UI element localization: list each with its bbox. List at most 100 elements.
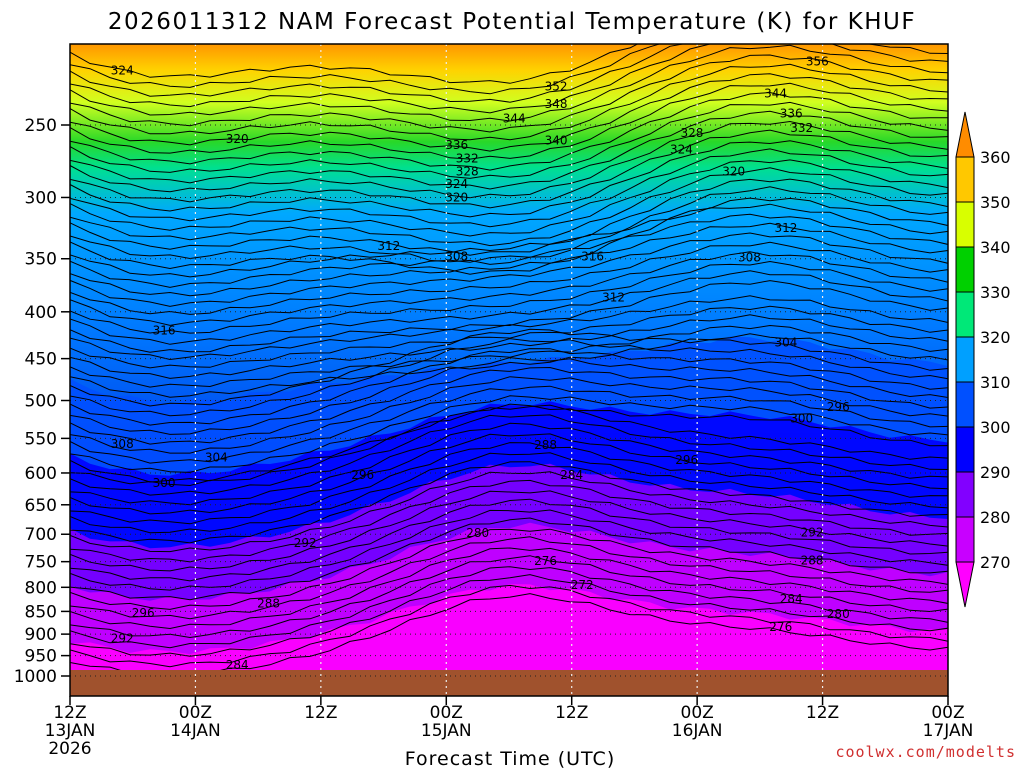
colorbar-tick-label: 310 (980, 373, 1011, 392)
contour-label-text: 296 (827, 400, 850, 414)
contour-line (70, 404, 948, 483)
contour-label: 308 (738, 251, 761, 265)
contour-label-text: 280 (466, 526, 489, 540)
contour-line (70, 528, 948, 610)
contour-line (70, 44, 662, 95)
contour-line (70, 44, 948, 103)
colorbar-tick-label: 340 (980, 238, 1011, 257)
y-tick-label: 300 (25, 188, 57, 208)
contour-label-text: 340 (545, 134, 568, 148)
contour-label: 340 (545, 134, 568, 148)
contour-label: 328 (680, 126, 703, 140)
contour-label-text: 296 (675, 453, 698, 467)
contour-label-text: 332 (456, 152, 479, 166)
contour-line (70, 178, 948, 256)
grid-lines (70, 44, 948, 696)
contour-label: 276 (769, 620, 792, 634)
contour-label-text: 344 (764, 87, 787, 101)
x-axis-label: Forecast Time (UTC) (405, 748, 615, 768)
colorbar-segment (955, 156, 975, 203)
y-tick-label: 1000 (14, 667, 57, 687)
contour-label: 324 (445, 177, 468, 191)
contour-line (70, 295, 948, 361)
colorbar-tick-label: 270 (980, 553, 1011, 572)
contour-label: 296 (827, 400, 850, 414)
contour-label: 296 (351, 468, 374, 482)
x-tick-label: 14JAN (170, 721, 221, 741)
contour-label: 296 (132, 606, 155, 620)
y-tick-label: 450 (25, 350, 57, 370)
contour-label: 312 (377, 239, 400, 253)
contour-label: 308 (445, 249, 468, 263)
contour-line (70, 395, 948, 473)
x-tick-label: 12Z (53, 703, 86, 723)
contour-label: 288 (534, 438, 557, 452)
contour-line (70, 348, 948, 426)
colorbar-segment (955, 336, 975, 383)
contour-line (70, 44, 948, 114)
contour-line (70, 260, 948, 334)
contour-label-text: 320 (226, 132, 249, 146)
contour-label-text: 312 (775, 221, 798, 235)
contour-line (70, 222, 948, 297)
contour-label-text: 324 (445, 177, 468, 191)
contour-label-text: 276 (769, 620, 792, 634)
y-tick-label: 550 (25, 429, 57, 449)
x-tick-label: 00Z (179, 703, 212, 723)
contour-line (70, 186, 948, 265)
contour-label-text: 288 (801, 554, 824, 568)
contour-line (70, 159, 948, 237)
contour-label-text: 316 (153, 323, 176, 337)
y-tick-label: 950 (25, 647, 57, 667)
contour-line (70, 498, 948, 582)
contour-label-text: 328 (680, 126, 703, 140)
contour-label-text: 292 (294, 536, 317, 550)
y-tick-label: 650 (25, 496, 57, 516)
contour-label-text: 320 (445, 190, 468, 204)
y-tick-label: 350 (25, 250, 57, 270)
field-band (70, 584, 948, 696)
colorbar-segment (955, 201, 975, 248)
contour-label-text: 304 (205, 450, 228, 464)
contour-label-text: 272 (571, 578, 594, 592)
x-tick-label: 13JAN (45, 721, 96, 741)
contour-label: 332 (456, 152, 479, 166)
contour-label: 344 (764, 87, 787, 101)
contour-line (70, 314, 948, 379)
contour-line (70, 73, 948, 152)
contour-label: 332 (790, 121, 813, 135)
contour-label: 356 (806, 54, 829, 68)
contour-label-text: 312 (377, 239, 400, 253)
contour-label-text: 276 (534, 554, 557, 568)
contour-label: 312 (602, 291, 625, 305)
contour-line (70, 110, 948, 190)
contour-line (70, 333, 948, 398)
contour-label: 284 (780, 592, 803, 606)
contour-line (70, 490, 948, 572)
contour-line (70, 338, 948, 417)
contour-line (70, 414, 948, 496)
colorbar-segment (955, 381, 975, 428)
contour-line (70, 203, 948, 278)
contour-label-text: 280 (827, 607, 850, 621)
plot-frame (69, 43, 949, 697)
x-tick-label: 12Z (555, 703, 588, 723)
contour-line (70, 280, 948, 353)
contour-label: 316 (153, 323, 176, 337)
contour-line (70, 357, 948, 435)
y-tick-label: 500 (25, 392, 57, 412)
contour-label: 288 (801, 554, 824, 568)
colorbar-segment (955, 246, 975, 293)
contour-line (70, 82, 948, 160)
contour-labels: 3563523483443443403363323283243203363323… (111, 54, 850, 672)
contour-line (70, 148, 948, 228)
contour-line (70, 433, 948, 515)
contour-label-text: 296 (132, 606, 155, 620)
y-tick-label: 750 (25, 553, 57, 573)
contour-line (70, 376, 948, 454)
y-tick-label: 800 (25, 578, 57, 598)
contour-label: 336 (445, 138, 468, 152)
x-tick-label: 17JAN (923, 721, 974, 741)
contour-label: 296 (675, 453, 698, 467)
